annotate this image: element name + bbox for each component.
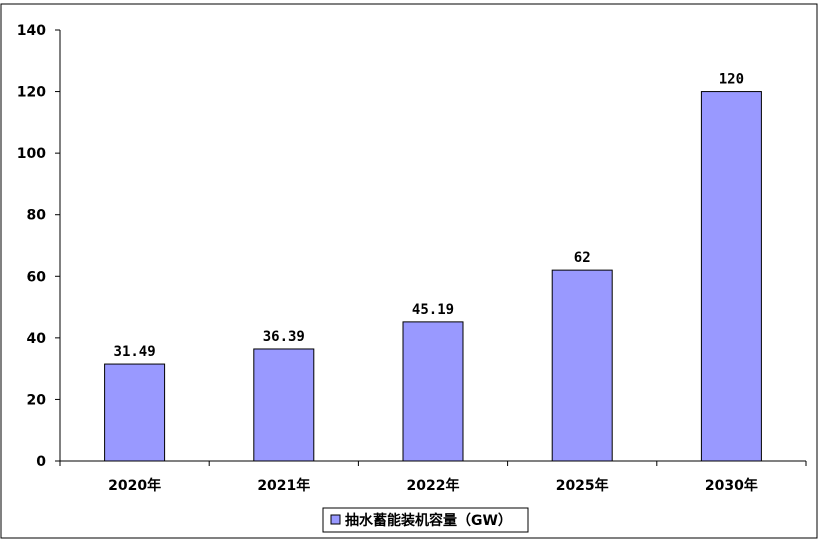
legend: 抽水蓄能装机容量（GW） xyxy=(322,507,529,533)
bar xyxy=(402,321,464,462)
bar xyxy=(700,91,762,462)
y-tick-label: 40 xyxy=(27,331,47,347)
legend-swatch xyxy=(330,514,341,525)
legend-label: 抽水蓄能装机容量（GW） xyxy=(345,512,512,529)
data-labels: 31.49 36.39 45.19 62 120 xyxy=(114,72,745,360)
data-label: 31.49 xyxy=(114,344,156,360)
data-label: 36.39 xyxy=(263,329,305,345)
x-tick-label: 2030年 xyxy=(705,477,758,494)
x-tick-label: 2022年 xyxy=(407,477,460,494)
legend-box xyxy=(322,507,529,533)
data-label: 120 xyxy=(719,72,744,88)
y-tick-label: 60 xyxy=(27,269,47,285)
y-tick-label: 140 xyxy=(17,23,46,39)
data-label: 45.19 xyxy=(412,302,454,318)
bar xyxy=(104,363,166,462)
data-label: 62 xyxy=(574,250,591,266)
x-tick-label: 2025年 xyxy=(556,477,609,494)
y-tick-label: 100 xyxy=(17,146,46,162)
x-axis: 2020年 2021年 2022年 2025年 2030年 xyxy=(59,460,807,494)
bar xyxy=(551,269,613,462)
y-tick-label: 120 xyxy=(17,85,46,101)
bars xyxy=(104,91,762,462)
bar xyxy=(253,348,315,462)
y-tick-label: 0 xyxy=(36,454,46,470)
x-tick-label: 2021年 xyxy=(257,477,310,494)
y-tick-label: 20 xyxy=(27,392,47,408)
x-tick-label: 2020年 xyxy=(108,477,161,494)
y-axis: 0 20 40 60 80 100 120 140 xyxy=(17,23,61,470)
y-tick-label: 80 xyxy=(27,208,47,224)
